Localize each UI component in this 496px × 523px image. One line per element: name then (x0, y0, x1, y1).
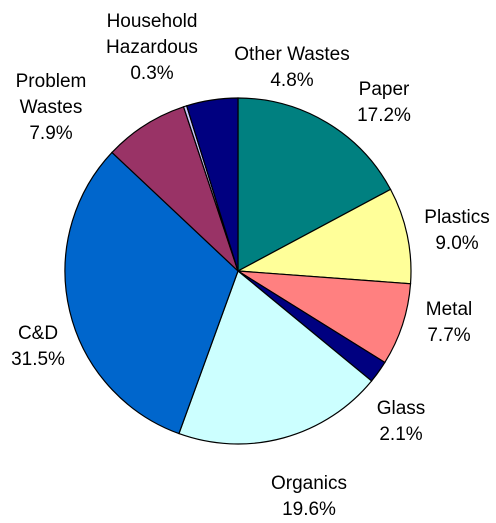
pie-value-label: 2.1% (379, 424, 422, 445)
pie-slice-c-and-d (64, 151, 239, 435)
pie-category-label: Problem (16, 71, 87, 92)
pie-label-plastics: Plastics 9.0% (424, 207, 489, 254)
pie-category-label: Metal (426, 299, 472, 320)
pie-label-metal: Metal 7.7% (426, 299, 472, 346)
pie-label-other-wastes: Other Wastes 4.8% (234, 44, 349, 91)
pie-label-organics: Organics 19.6% (271, 473, 347, 520)
pie-category-label: C&D (18, 323, 58, 344)
pie-label-paper: Paper 17.2% (357, 79, 411, 126)
pie-category-label: Glass (377, 398, 426, 419)
pie-slice-plastics (235, 188, 412, 285)
pie-value-label: 4.8% (270, 70, 313, 91)
pie-slices (64, 97, 412, 445)
pie-label-glass: Glass 2.1% (377, 398, 426, 445)
pie-value-label: 7.9% (29, 123, 72, 144)
pie-category-label: Other Wastes (234, 44, 349, 65)
pie-label-c-and-d: C&D 31.5% (11, 323, 65, 370)
pie-value-label: 17.2% (357, 105, 411, 126)
pie-category-label: Hazardous (106, 37, 198, 58)
pie-slice-paper (237, 97, 392, 273)
pie-category-label: Paper (359, 79, 410, 100)
pie-value-label: 0.3% (130, 63, 173, 84)
pie-value-label: 31.5% (11, 349, 65, 370)
pie-slice-organics (178, 269, 373, 445)
pie-category-label: Plastics (424, 207, 489, 228)
pie-value-label: 7.7% (427, 325, 470, 346)
pie-slice-other-wastes (185, 97, 239, 272)
pie-category-label: Household (107, 11, 198, 32)
pie-category-label: Organics (271, 473, 347, 494)
pie-value-label: 9.0% (435, 233, 478, 254)
pie-label-problem-wastes: Problem Wastes 7.9% (16, 71, 87, 144)
pie-category-label: Wastes (20, 97, 83, 118)
pie-value-label: 19.6% (282, 499, 336, 520)
pie-labels: Paper 17.2% Plastics 9.0% Metal 7.7% Glass 2.1%… (11, 11, 490, 520)
pie-label-household-hazardous: Household Hazardous 0.3% (106, 11, 198, 84)
